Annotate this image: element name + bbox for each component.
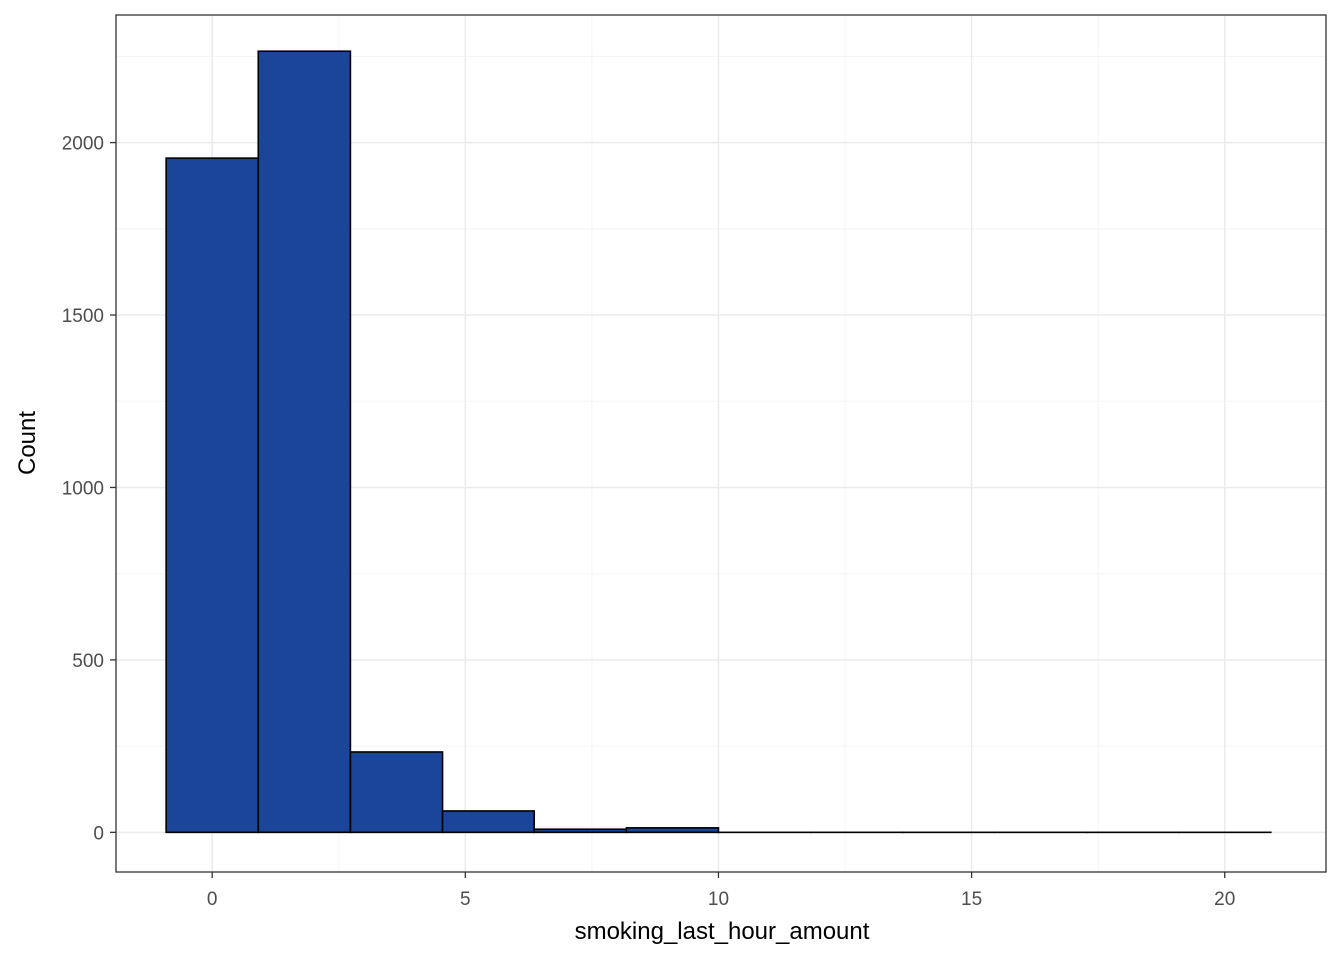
panel-border <box>115 14 1327 873</box>
histogram-bar <box>533 828 628 834</box>
y-tick-label: 2000 <box>62 134 104 155</box>
histogram-bar <box>349 751 444 834</box>
x-axis-title: smoking_last_hour_amount <box>575 918 870 945</box>
histogram-bar <box>625 827 720 834</box>
y-tick-label: 1000 <box>62 478 104 499</box>
x-tick-label: 5 <box>460 889 471 910</box>
x-tick-label: 15 <box>961 889 982 910</box>
y-axis: 0 500 1000 1500 2000 <box>62 134 116 844</box>
histogram-bar <box>257 50 352 834</box>
histogram-bars <box>165 50 1272 834</box>
histogram-bar <box>165 157 260 834</box>
histogram-bar <box>441 810 535 834</box>
x-axis: 0 5 10 15 20 <box>207 872 1235 910</box>
y-tick-label: 0 <box>93 823 104 844</box>
x-tick-label: 0 <box>207 889 218 910</box>
x-tick-label: 10 <box>708 889 729 910</box>
y-axis-title: Count <box>14 411 41 475</box>
y-tick-label: 1500 <box>62 306 104 327</box>
y-tick-label: 500 <box>72 651 104 672</box>
x-tick-label: 20 <box>1214 889 1235 910</box>
